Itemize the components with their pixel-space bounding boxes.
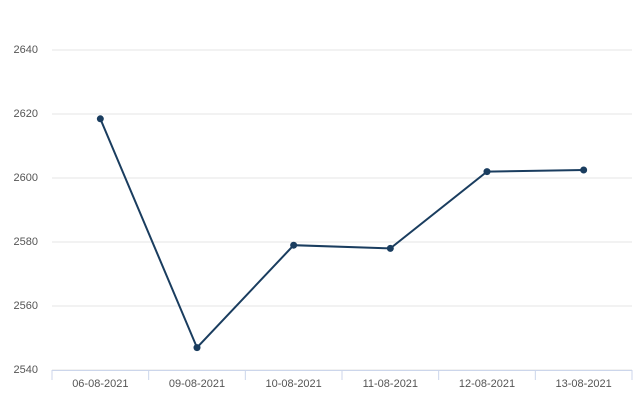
series-line bbox=[99, 118, 584, 350]
data-point bbox=[386, 244, 394, 252]
y-tick-label: 2580 bbox=[14, 236, 38, 248]
data-point bbox=[96, 115, 104, 123]
x-tick-label: 13-08-2021 bbox=[556, 378, 612, 390]
y-tick-label: 2640 bbox=[14, 44, 38, 56]
data-point bbox=[193, 344, 201, 352]
x-tick-label: 12-08-2021 bbox=[459, 378, 515, 390]
y-tick-label: 2540 bbox=[14, 364, 38, 376]
x-tick-label: 06-08-2021 bbox=[72, 378, 128, 390]
data-point bbox=[483, 168, 491, 176]
y-tick-label: 2560 bbox=[14, 300, 38, 312]
y-tick-label: 2600 bbox=[14, 172, 38, 184]
x-tick-label: 09-08-2021 bbox=[169, 378, 225, 390]
x-tick-label: 11-08-2021 bbox=[363, 378, 418, 390]
data-point bbox=[580, 166, 588, 174]
x-tick-label: 10-08-2021 bbox=[266, 378, 322, 390]
y-tick-label: 2620 bbox=[14, 108, 38, 120]
data-point bbox=[290, 241, 298, 249]
